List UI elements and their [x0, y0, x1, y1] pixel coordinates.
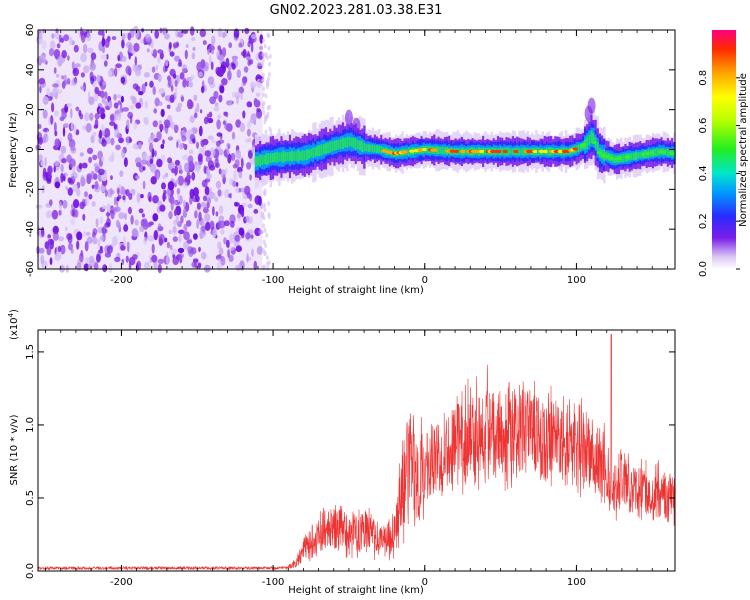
spectrogram-x-axis-label: Height of straight line (km) — [288, 285, 424, 296]
y-tick-label: 20 — [25, 103, 36, 116]
x-tick-label: -200 — [110, 275, 133, 286]
x-tick-label: -100 — [262, 577, 285, 588]
colorbar-tick-label: 0.8 — [698, 70, 709, 86]
x-tick-label: -200 — [110, 577, 133, 588]
snr-y-axis-label: SNR (10 * v/v) — [9, 414, 20, 485]
y-tick-label: 0.5 — [25, 490, 36, 506]
colorbar-tick-label: 0.6 — [698, 118, 709, 134]
x-tick-label: 100 — [567, 275, 586, 286]
y-tick-label: 0 — [25, 146, 36, 152]
snr-y-multiplier: (x104) — [7, 309, 20, 340]
snr-multiplier-base: (x10 — [9, 317, 20, 340]
spectrogram-y-axis-label: Frequency (Hz) — [8, 112, 19, 188]
x-tick-label: 100 — [567, 577, 586, 588]
y-tick-label: 60 — [25, 24, 36, 37]
y-tick-label: 1.0 — [25, 417, 36, 433]
colorbar-label: Normalized spectral amplitude — [738, 73, 749, 227]
svg-text:(x104): (x104) — [7, 309, 20, 340]
snr-x-ticks: -200 -100 0 100 — [45, 330, 668, 588]
spectrogram-ridge — [254, 97, 676, 189]
snr-series-line — [37, 334, 676, 571]
colorbar-tick-label: 0.4 — [698, 165, 709, 181]
colorbar: 0.0 0.2 0.4 0.6 0.8 Normalized spectral ampl… — [698, 30, 749, 277]
snr-y-ticks: 0.0 0.5 1.0 1.5 — [25, 344, 675, 579]
colorbar-tick-label: 0.0 — [698, 261, 709, 277]
y-tick-label: 0.0 — [25, 563, 36, 579]
snr-multiplier-close: ) — [9, 309, 20, 313]
spectrogram-y-ticks: -60 -40 -20 0 20 40 60 — [25, 24, 675, 277]
x-tick-label: 0 — [422, 275, 428, 286]
snr-frame — [37, 329, 676, 572]
y-tick-label: 1.5 — [25, 344, 36, 360]
y-tick-label: -40 — [25, 221, 36, 237]
spectrogram-noise-region — [35, 25, 272, 274]
colorbar-gradient — [712, 30, 736, 269]
y-tick-label: -20 — [25, 181, 36, 197]
snr-panel: -200 -100 0 100 0.0 0.5 1.0 1.5 Height of stra… — [7, 309, 676, 596]
y-tick-label: -60 — [25, 261, 36, 277]
spectrogram-x-ticks: -200 -100 0 100 — [45, 30, 668, 286]
colorbar-tick-label: 0.2 — [698, 213, 709, 229]
y-tick-label: 40 — [25, 63, 36, 76]
x-tick-label: 0 — [422, 577, 428, 588]
snr-multiplier-exp: 4 — [7, 312, 15, 317]
figure-title: GN02.2023.281.03.38.E31 — [270, 3, 443, 18]
x-tick-label: -100 — [262, 275, 285, 286]
colorbar-ticks: 0.0 0.2 0.4 0.6 0.8 — [698, 70, 740, 277]
snr-x-axis-label: Height of straight line (km) — [288, 585, 424, 596]
